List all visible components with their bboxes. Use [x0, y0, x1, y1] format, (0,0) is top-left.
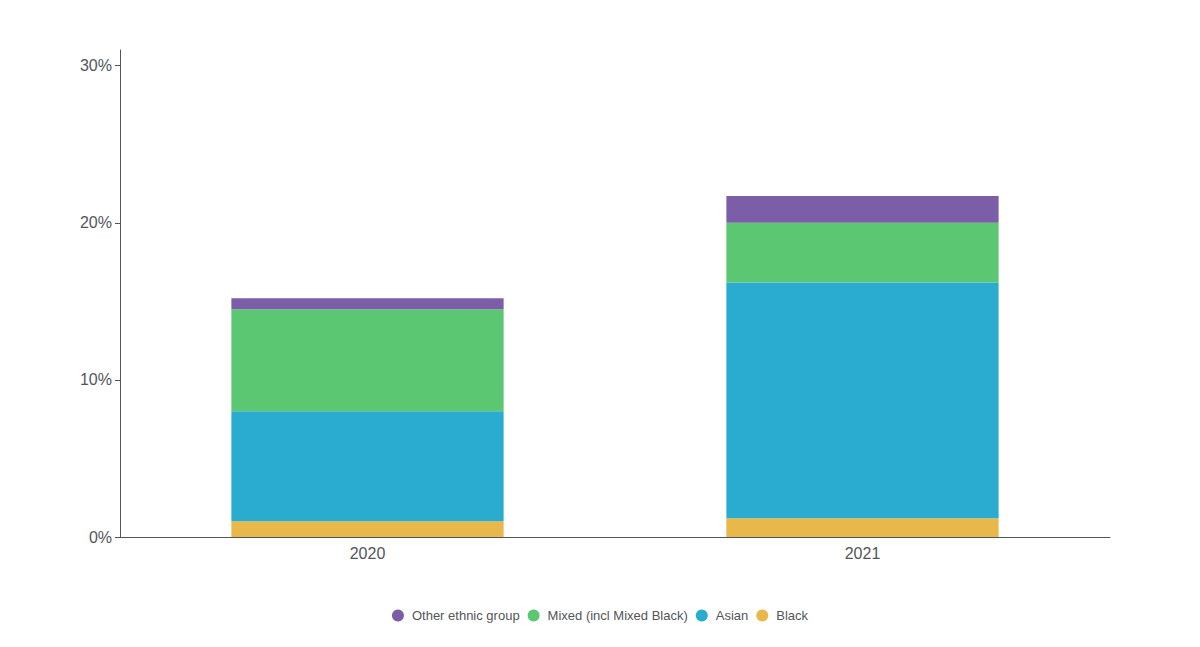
svg-text:30%: 30%: [80, 57, 112, 74]
svg-text:2021: 2021: [845, 545, 881, 562]
svg-text:2020: 2020: [350, 545, 386, 562]
svg-text:Mixed (incl Mixed Black): Mixed (incl Mixed Black): [548, 608, 688, 623]
svg-text:Other ethnic group: Other ethnic group: [412, 608, 520, 623]
svg-text:10%: 10%: [80, 371, 112, 388]
svg-text:20%: 20%: [80, 214, 112, 231]
svg-text:Black: Black: [776, 608, 808, 623]
svg-text:0%: 0%: [89, 529, 112, 546]
svg-text:Asian: Asian: [716, 608, 749, 623]
